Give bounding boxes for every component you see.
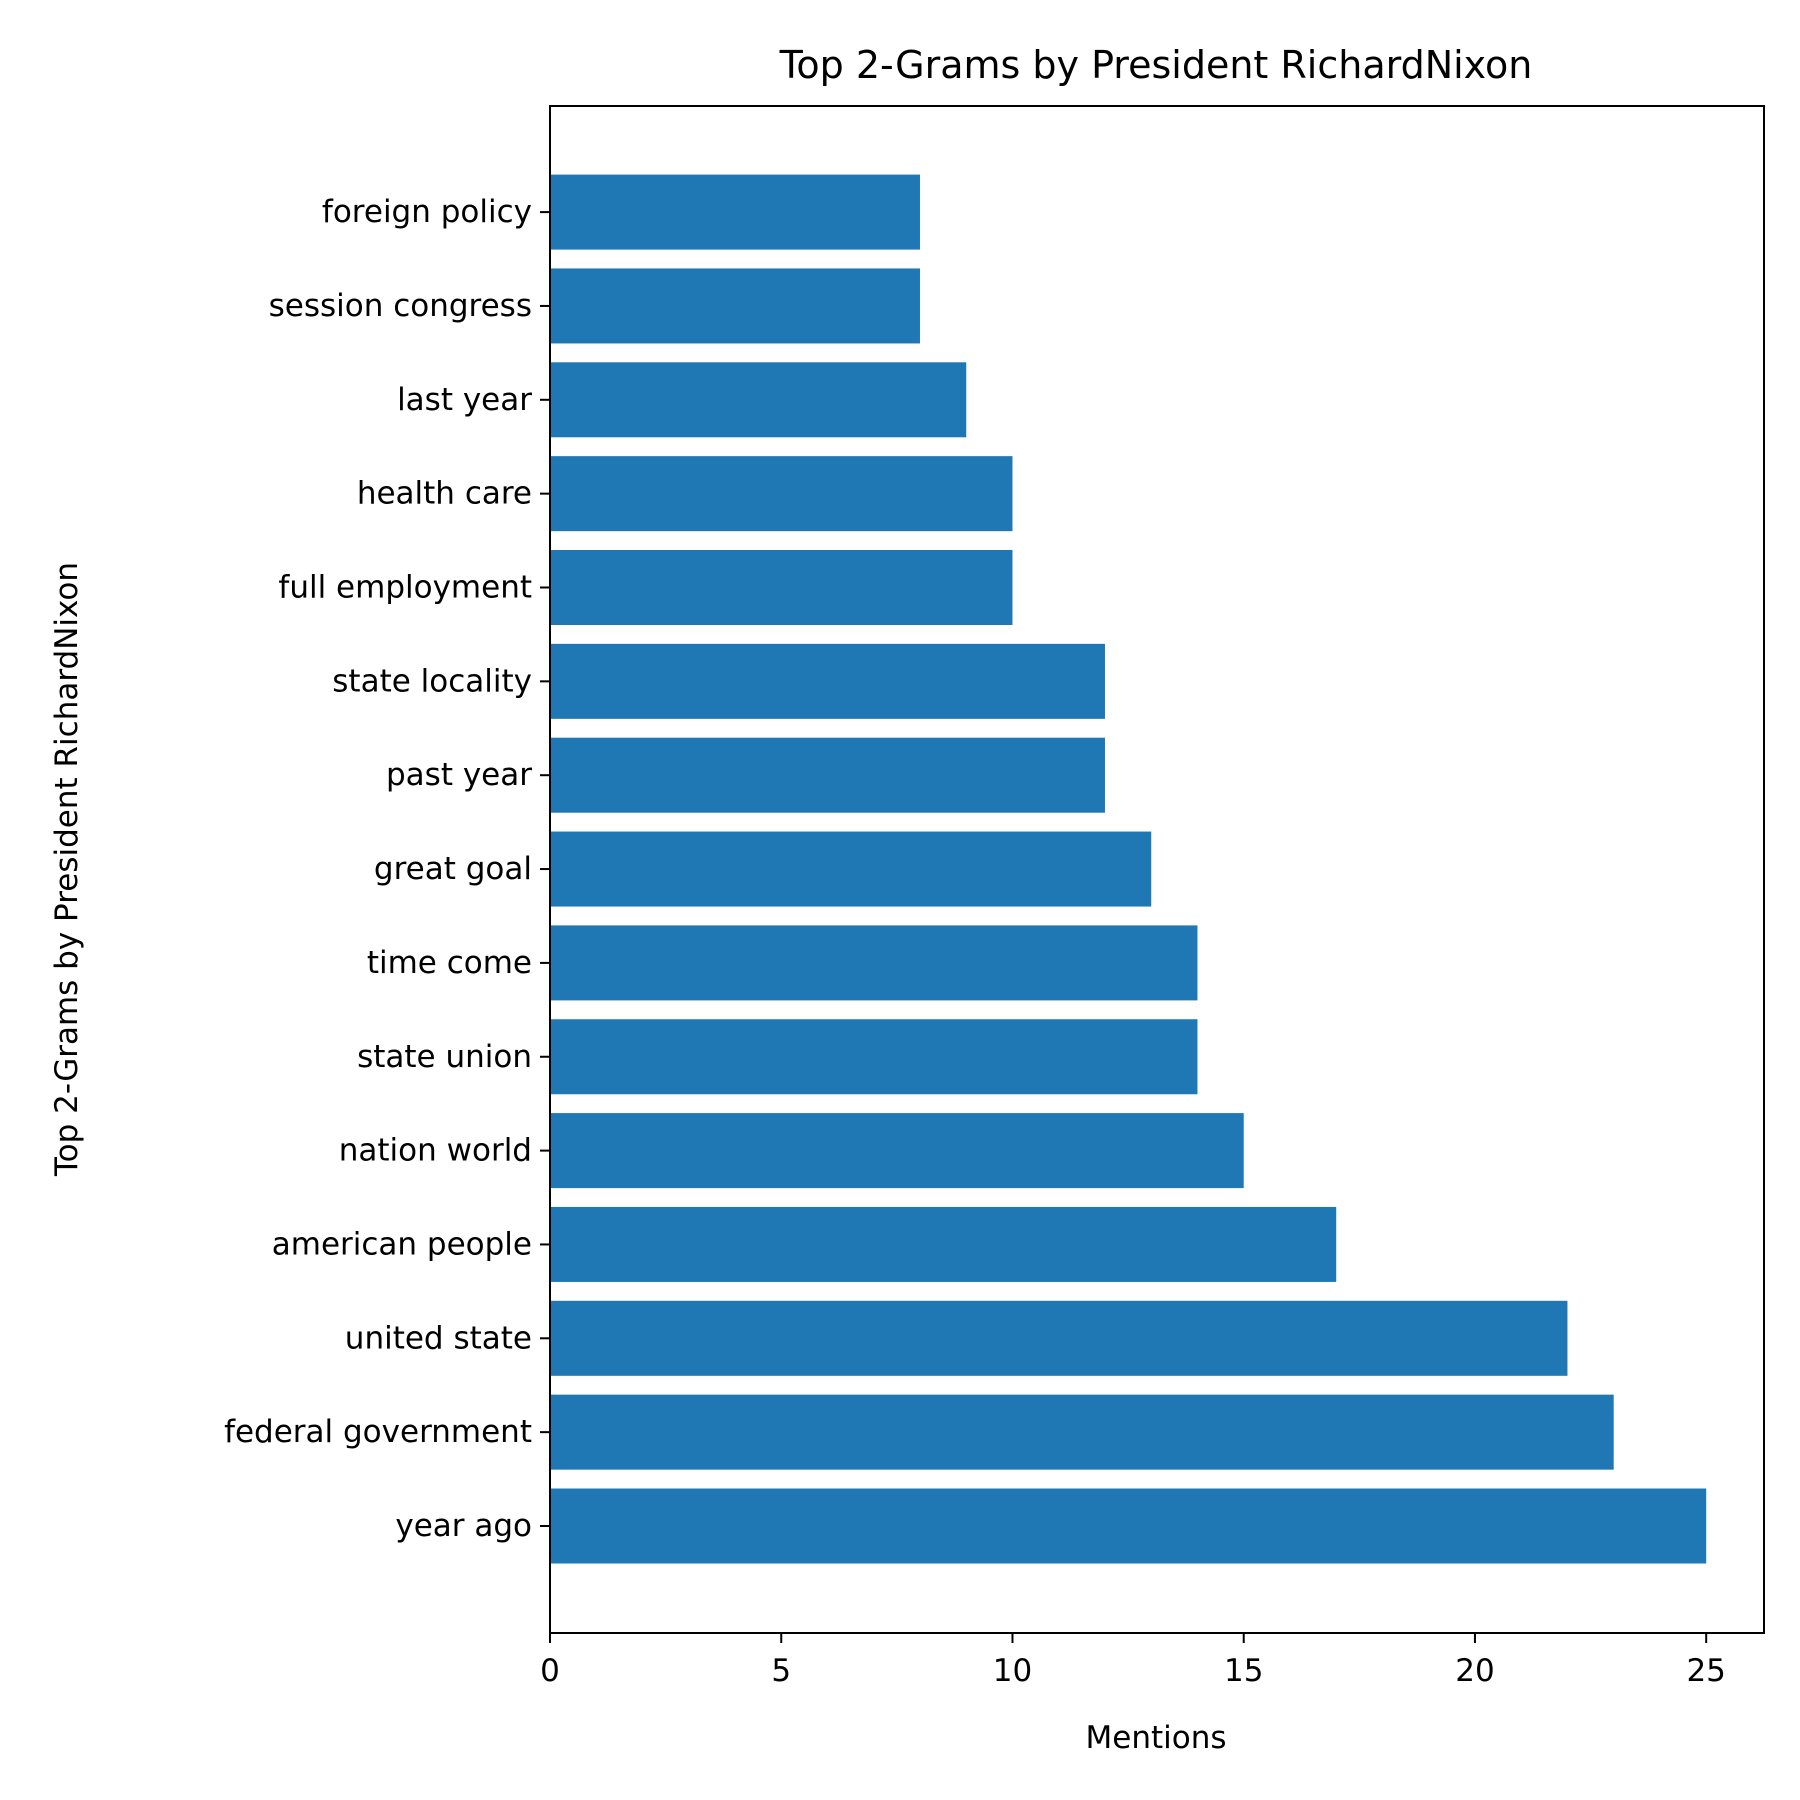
y-tick-label: full employment bbox=[278, 570, 532, 606]
x-tick-label: 20 bbox=[1455, 1653, 1494, 1689]
y-tick-label: great goal bbox=[374, 851, 532, 887]
bar bbox=[550, 174, 920, 250]
bar bbox=[550, 925, 1198, 1001]
y-axis-ticks: year ago federal government united state am… bbox=[224, 194, 550, 1544]
bar bbox=[550, 550, 1013, 625]
y-tick-label: federal government bbox=[224, 1414, 532, 1450]
y-tick-label: last year bbox=[397, 382, 532, 418]
y-tick-label: nation world bbox=[339, 1133, 532, 1169]
x-axis-ticks: 0 5 10 15 20 25 bbox=[540, 1633, 1726, 1689]
y-tick-label: united state bbox=[345, 1320, 532, 1356]
bar bbox=[550, 1206, 1337, 1282]
bar bbox=[550, 643, 1105, 719]
bar bbox=[550, 1394, 1614, 1470]
bar bbox=[550, 737, 1105, 813]
bar bbox=[550, 268, 920, 344]
chart-title: Top 2-Grams by President RichardNixon bbox=[779, 43, 1533, 87]
bars-group bbox=[550, 174, 1707, 1564]
y-tick-label: year ago bbox=[395, 1508, 532, 1544]
x-tick-label: 10 bbox=[993, 1653, 1032, 1689]
y-tick-label: state locality bbox=[332, 663, 532, 699]
x-tick-label: 15 bbox=[1224, 1653, 1263, 1689]
bar bbox=[550, 1019, 1198, 1095]
x-axis-label: Mentions bbox=[1086, 1720, 1227, 1756]
bar bbox=[550, 831, 1152, 907]
y-tick-label: state union bbox=[357, 1039, 532, 1075]
y-tick-label: session congress bbox=[269, 288, 532, 324]
x-tick-label: 0 bbox=[540, 1653, 560, 1689]
bar bbox=[550, 362, 967, 438]
y-tick-label: time come bbox=[367, 945, 532, 981]
y-axis-label: Top 2-Grams by President RichardNixon bbox=[49, 562, 85, 1177]
y-tick-label: past year bbox=[386, 757, 532, 793]
y-tick-label: american people bbox=[272, 1226, 532, 1262]
bar bbox=[550, 1300, 1568, 1376]
bar bbox=[550, 1113, 1244, 1189]
bar bbox=[550, 1488, 1707, 1564]
y-tick-label: health care bbox=[357, 476, 532, 512]
bar bbox=[550, 456, 1013, 532]
y-tick-label: foreign policy bbox=[322, 194, 532, 230]
x-tick-label: 5 bbox=[771, 1653, 791, 1689]
x-tick-label: 25 bbox=[1686, 1653, 1725, 1689]
plot-frame bbox=[549, 105, 1765, 1634]
